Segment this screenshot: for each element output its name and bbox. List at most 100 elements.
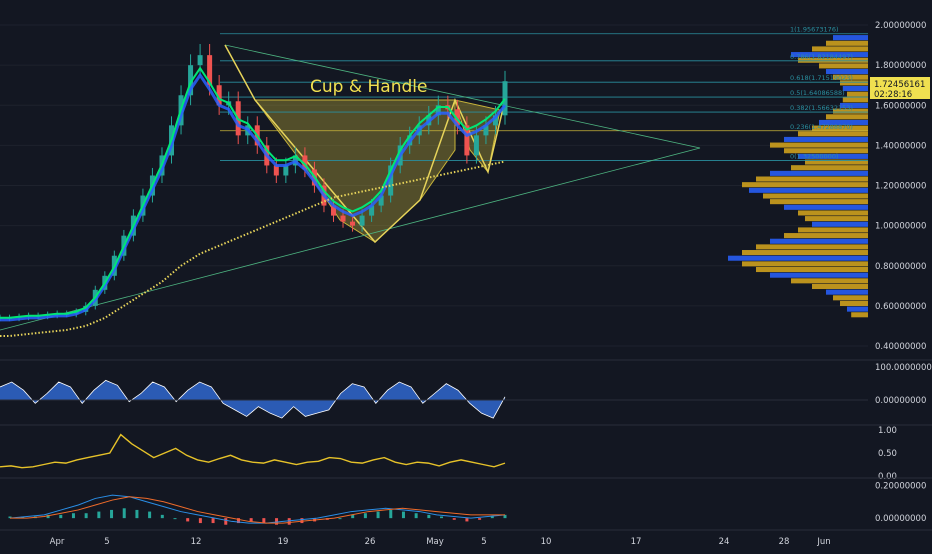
candle-body xyxy=(454,109,460,126)
macd-histogram-bar xyxy=(414,513,418,519)
macd-histogram-bar xyxy=(198,518,202,524)
volume-profile-bar xyxy=(842,97,868,103)
macd-histogram-bar xyxy=(478,518,482,520)
candle-body xyxy=(369,205,375,216)
oscillator-panel: 100.00000000 0.00000000 xyxy=(0,363,932,419)
zigzag-line xyxy=(224,44,506,244)
volume-profile-bar xyxy=(812,125,868,131)
volume-profile-bar xyxy=(756,244,868,250)
fib-label: 0(1.32500000) xyxy=(790,152,839,160)
volume-profile-bar xyxy=(812,46,868,52)
volume-profile-bar xyxy=(805,159,868,165)
volume-profile-bar xyxy=(742,182,868,188)
macd-histogram-bar xyxy=(401,511,405,519)
candle-body xyxy=(216,85,222,106)
macd-histogram-bar xyxy=(389,509,393,519)
volume-profile-bar xyxy=(770,238,868,244)
volume-profile-bar xyxy=(798,227,868,233)
fib-label: 0.236(1.47288870) xyxy=(790,123,853,131)
x-tick-label: 24 xyxy=(719,537,730,547)
x-tick-label: 12 xyxy=(191,537,202,547)
volume-profile-bar xyxy=(791,165,868,171)
macd-histogram-bar xyxy=(8,516,12,519)
macd-histogram-bar xyxy=(84,513,88,519)
macd-histogram-bar xyxy=(135,509,139,519)
osc-tick-label: 100.00000000 xyxy=(875,363,932,373)
volatility-panel: 1.00 0.50 0.00 xyxy=(0,426,897,482)
volume-profile-bar xyxy=(840,102,868,109)
macd-histogram-bar xyxy=(71,513,75,519)
macd-histogram-bar xyxy=(110,509,114,519)
fib-label: 0.786(1.82184497) xyxy=(790,53,853,61)
y-tick-label: 1.80000000 xyxy=(875,61,926,71)
osc-tick-label: 0.00000000 xyxy=(875,396,926,406)
volume-profile-bar xyxy=(833,108,868,114)
candle-body xyxy=(302,155,308,170)
macd-tick-label: 0.00000000 xyxy=(875,514,926,524)
candle-body xyxy=(464,125,470,156)
candle-body xyxy=(378,195,384,206)
volume-profile-bar xyxy=(826,289,868,295)
volume-profile-bar xyxy=(770,272,868,278)
volume-profile-bar xyxy=(791,52,868,58)
macd-histogram-bar xyxy=(427,514,431,519)
volume-profile-bar xyxy=(784,233,868,239)
volume-profile xyxy=(728,35,868,318)
fib-levels: 1(1.95673176) 0.786(1.82184497) 0.618(1.71… xyxy=(220,26,868,161)
x-tick-label: May xyxy=(426,537,444,547)
macd-histogram-bar xyxy=(59,514,63,519)
price-axis: 2.00000000 1.80000000 1.60000000 1.40000000… xyxy=(875,21,926,352)
candle-body xyxy=(473,135,479,156)
candle-body xyxy=(483,125,489,136)
macd-histogram-bar xyxy=(186,518,190,522)
vol-tick-label: 0.50 xyxy=(878,449,897,459)
vol-tick-label: 1.00 xyxy=(878,426,897,436)
volume-profile-bar xyxy=(770,142,868,148)
x-tick-label: Apr xyxy=(50,537,65,547)
volume-profile-bar xyxy=(770,199,868,205)
candle-body xyxy=(283,165,289,176)
volume-profile-bar xyxy=(756,176,868,182)
volume-profile-bar xyxy=(842,85,868,92)
macd-histogram-bar xyxy=(122,508,126,519)
volume-profile-bar xyxy=(749,187,868,193)
volume-profile-bar xyxy=(812,283,868,290)
x-tick-label: 19 xyxy=(278,537,289,547)
ma-dotted-line xyxy=(0,160,506,337)
fib-label: 0.382(1.56632153) xyxy=(790,104,853,112)
y-tick-label: 1.00000000 xyxy=(875,222,926,232)
macd-histogram-bar xyxy=(46,514,50,519)
volume-profile-bar xyxy=(851,312,868,318)
volume-profile-bar xyxy=(826,114,868,120)
macd-histogram-bar xyxy=(490,516,494,519)
grid xyxy=(0,24,868,347)
candle-body xyxy=(435,105,441,116)
y-tick-label: 0.40000000 xyxy=(875,342,926,352)
volume-profile-bar xyxy=(798,131,868,137)
volume-profile-bar xyxy=(784,204,868,210)
x-tick-label: 17 xyxy=(631,537,642,547)
macd-histogram-bar xyxy=(224,518,228,525)
macd-histogram-bar xyxy=(236,518,240,524)
x-tick-label: 28 xyxy=(779,537,790,547)
macd-histogram-bar xyxy=(376,511,380,519)
macd-histogram-bar xyxy=(503,514,507,519)
macd-tick-label: 0.20000000 xyxy=(875,481,926,491)
support-line xyxy=(0,147,701,331)
volume-profile-bar xyxy=(798,57,868,63)
volume-profile-bar xyxy=(840,300,868,306)
candle-body xyxy=(350,221,356,226)
volume-profile-bar xyxy=(819,63,868,69)
macd-histogram-bar xyxy=(148,511,152,519)
last-price-badge xyxy=(870,77,930,99)
volume-profile-bar xyxy=(784,148,868,154)
volume-profile-bar xyxy=(763,193,868,199)
macd-histogram-bar xyxy=(452,518,456,520)
resistance-line xyxy=(224,44,701,149)
countdown-label: 02:28:16 xyxy=(874,90,912,100)
time-axis: Apr 5 12 19 26 May 5 10 17 24 28 Jun xyxy=(50,537,831,547)
volume-profile-bar xyxy=(798,210,868,216)
fib-label: 0.5(1.64086588) xyxy=(790,89,845,97)
